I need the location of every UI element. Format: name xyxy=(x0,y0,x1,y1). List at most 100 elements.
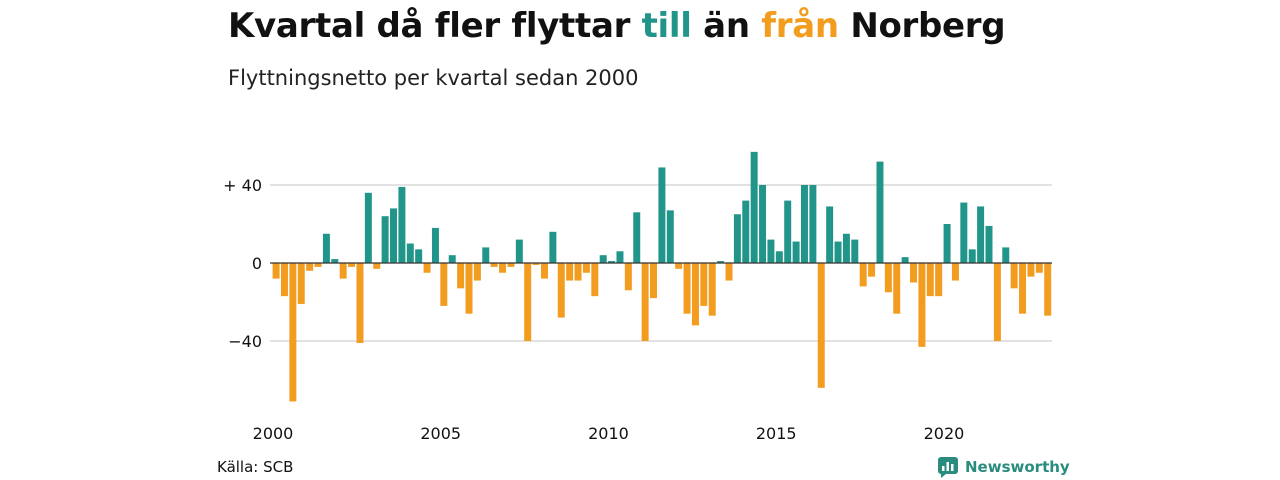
bar-2021Q3 xyxy=(993,263,1001,341)
bar-2013Q3 xyxy=(725,263,733,281)
y-tick-label: −40 xyxy=(228,332,262,351)
title-part-1: Kvartal då fler flyttar xyxy=(228,6,642,46)
bar-2013Q1 xyxy=(708,263,716,316)
bar-2001Q1 xyxy=(306,263,314,271)
bar-2022Q4 xyxy=(1035,263,1043,273)
bar-2002Q2 xyxy=(348,263,356,267)
bar-2005Q2 xyxy=(448,255,456,263)
bar-2000Q3 xyxy=(289,263,297,402)
bar-2014Q2 xyxy=(750,151,758,263)
bar-2002Q1 xyxy=(339,263,347,279)
bar-2006Q4 xyxy=(499,263,507,273)
bar-2012Q3 xyxy=(691,263,699,326)
bar-2009Q1 xyxy=(574,263,582,281)
bar-2001Q4 xyxy=(331,259,339,263)
bar-2005Q4 xyxy=(465,263,473,314)
newsworthy-logo-icon xyxy=(938,457,958,478)
bar-2011Q4 xyxy=(666,210,674,263)
bar-2019Q1 xyxy=(910,263,918,283)
bar-2019Q3 xyxy=(926,263,934,297)
bar-2001Q2 xyxy=(314,263,322,267)
bar-2008Q1 xyxy=(540,263,548,279)
bar-2009Q4 xyxy=(599,255,607,263)
bar-2012Q2 xyxy=(683,263,691,314)
bar-2007Q3 xyxy=(524,263,532,341)
bar-2017Q2 xyxy=(851,239,859,263)
bar-2007Q2 xyxy=(515,239,523,263)
title-word-in: till xyxy=(641,6,692,46)
bar-2009Q2 xyxy=(582,263,590,273)
bar-2015Q3 xyxy=(792,241,800,263)
x-tick-label: 2000 xyxy=(253,424,294,443)
title-word-out: från xyxy=(761,6,839,46)
x-tick-label: 2015 xyxy=(756,424,797,443)
x-tick-label: 2010 xyxy=(588,424,629,443)
bar-2022Q3 xyxy=(1027,263,1035,277)
bar-2002Q4 xyxy=(364,192,372,263)
bar-2017Q3 xyxy=(859,263,867,287)
bar-2001Q3 xyxy=(322,233,330,263)
brand: Newsworthy xyxy=(937,456,1070,478)
bar-2012Q4 xyxy=(700,263,708,306)
bar-2005Q1 xyxy=(440,263,448,306)
bar-2015Q1 xyxy=(775,251,783,263)
title-part-2: än xyxy=(691,6,762,46)
chart-subtitle: Flyttningsnetto per kvartal sedan 2000 xyxy=(228,66,639,90)
bar-2013Q2 xyxy=(717,261,725,263)
y-tick-label: 0 xyxy=(252,254,262,273)
bar-2014Q4 xyxy=(767,239,775,263)
bar-chart: + 40 0 −40 2000 2005 2010 2015 2020 xyxy=(223,151,1052,443)
bar-2021Q1 xyxy=(977,206,985,263)
bar-2021Q2 xyxy=(985,225,993,263)
bar-2005Q3 xyxy=(457,263,465,289)
bar-2002Q3 xyxy=(356,263,364,343)
bar-2003Q2 xyxy=(381,216,389,263)
brand-name: Newsworthy xyxy=(965,458,1070,476)
bar-2018Q3 xyxy=(893,263,901,314)
bar-2007Q1 xyxy=(507,263,515,267)
bar-2016Q2 xyxy=(817,263,825,388)
bar-2014Q3 xyxy=(759,185,767,263)
bar-2020Q3 xyxy=(960,202,968,263)
bar-2003Q1 xyxy=(373,263,381,269)
bar-2010Q3 xyxy=(624,263,632,291)
bar-2020Q1 xyxy=(943,224,951,263)
bar-2015Q2 xyxy=(784,200,792,263)
bar-2016Q4 xyxy=(834,241,842,263)
bar-2003Q3 xyxy=(390,208,398,263)
bar-2013Q4 xyxy=(733,214,741,263)
bar-2017Q4 xyxy=(868,263,876,277)
bar-2011Q2 xyxy=(650,263,658,299)
bar-2006Q1 xyxy=(473,263,481,281)
x-tick-label: 2020 xyxy=(924,424,965,443)
bar-2004Q3 xyxy=(423,263,431,273)
chart-title: Kvartal då fler flyttar till än från Nor… xyxy=(228,6,1006,46)
bar-2017Q1 xyxy=(842,233,850,263)
bar-2000Q1 xyxy=(272,263,280,279)
bar-2022Q2 xyxy=(1019,263,1027,314)
source-label: Källa: SCB xyxy=(217,458,294,476)
bar-2000Q2 xyxy=(280,263,288,297)
bar-2010Q4 xyxy=(633,212,641,263)
bar-2016Q1 xyxy=(809,185,817,263)
bar-2006Q3 xyxy=(490,263,498,267)
y-tick-label: + 40 xyxy=(223,176,262,195)
bar-2006Q2 xyxy=(482,247,490,263)
bar-2012Q1 xyxy=(675,263,683,269)
bar-2003Q4 xyxy=(398,186,406,263)
bar-2018Q2 xyxy=(884,263,892,293)
bar-2010Q1 xyxy=(608,261,616,263)
bar-2023Q1 xyxy=(1044,263,1052,316)
bar-2011Q3 xyxy=(658,167,666,263)
bar-2008Q2 xyxy=(549,231,557,263)
bar-2010Q2 xyxy=(616,251,624,263)
bar-2019Q4 xyxy=(935,263,943,297)
bar-2009Q3 xyxy=(591,263,599,297)
bar-2016Q3 xyxy=(826,206,834,263)
bar-2007Q4 xyxy=(532,263,540,265)
bar-2000Q4 xyxy=(297,263,305,304)
bar-2008Q3 xyxy=(557,263,565,318)
bar-2004Q1 xyxy=(406,243,414,263)
bar-2008Q4 xyxy=(566,263,574,281)
x-tick-label: 2005 xyxy=(420,424,461,443)
